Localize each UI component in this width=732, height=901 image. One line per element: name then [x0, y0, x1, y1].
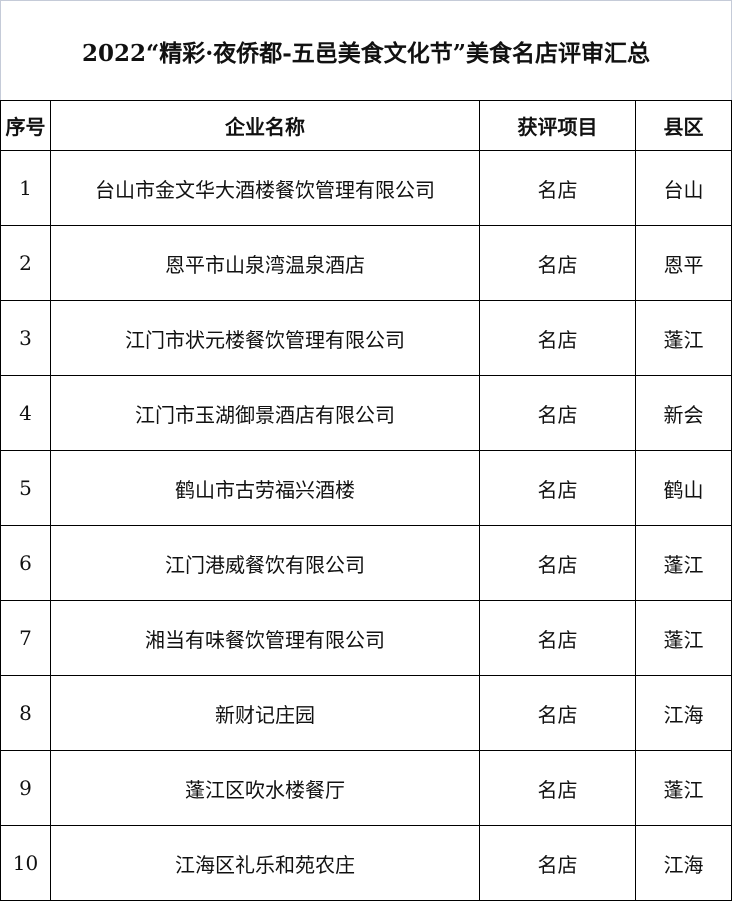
cell-district: 蓬江 [635, 300, 732, 376]
cell-award-item: 名店 [479, 750, 636, 826]
cell-company-name: 江海区礼乐和苑农庄 [50, 825, 480, 901]
cell-company-name: 台山市金文华大酒楼餐饮管理有限公司 [50, 150, 480, 226]
cell-award-item: 名店 [479, 525, 636, 601]
cell-district: 江海 [635, 675, 732, 751]
table-row: 7 湘当有味餐饮管理有限公司 名店 蓬江 [0, 600, 732, 676]
cell-award-item: 名店 [479, 825, 636, 901]
table-row: 5 鹤山市古劳福兴酒楼 名店 鹤山 [0, 450, 732, 526]
header-award-item: 获评项目 [479, 100, 636, 151]
table-row: 6 江门港威餐饮有限公司 名店 蓬江 [0, 525, 732, 601]
table-row: 8 新财记庄园 名店 江海 [0, 675, 732, 751]
cell-award-item: 名店 [479, 375, 636, 451]
cell-company-name: 恩平市山泉湾温泉酒店 [50, 225, 480, 301]
cell-award-item: 名店 [479, 300, 636, 376]
table-row: 9 蓬江区吹水楼餐厅 名店 蓬江 [0, 750, 732, 826]
cell-district: 蓬江 [635, 600, 732, 676]
cell-award-item: 名店 [479, 600, 636, 676]
cell-district: 新会 [635, 375, 732, 451]
cell-company-name: 新财记庄园 [50, 675, 480, 751]
cell-district: 蓬江 [635, 750, 732, 826]
cell-index: 4 [0, 375, 51, 451]
table-row: 1 台山市金文华大酒楼餐饮管理有限公司 名店 台山 [0, 150, 732, 226]
table-row: 4 江门市玉湖御景酒店有限公司 名店 新会 [0, 375, 732, 451]
cell-index: 3 [0, 300, 51, 376]
summary-table: 序号 企业名称 获评项目 县区 1 台山市金文华大酒楼餐饮管理有限公司 名店 台山 2 恩… [0, 100, 732, 901]
cell-district: 鹤山 [635, 450, 732, 526]
table-row: 10 江海区礼乐和苑农庄 名店 江海 [0, 825, 732, 901]
cell-district: 江海 [635, 825, 732, 901]
cell-award-item: 名店 [479, 675, 636, 751]
cell-district: 恩平 [635, 225, 732, 301]
cell-company-name: 江门市状元楼餐饮管理有限公司 [50, 300, 480, 376]
cell-index: 10 [0, 825, 51, 901]
cell-index: 9 [0, 750, 51, 826]
cell-company-name: 江门港威餐饮有限公司 [50, 525, 480, 601]
cell-index: 1 [0, 150, 51, 226]
header-index: 序号 [0, 100, 51, 151]
document-title: 2022“精彩·夜侨都-五邑美食文化节”美食名店评审汇总 [0, 0, 732, 101]
cell-index: 6 [0, 525, 51, 601]
table-row: 3 江门市状元楼餐饮管理有限公司 名店 蓬江 [0, 300, 732, 376]
table-header-row: 序号 企业名称 获评项目 县区 [0, 100, 732, 151]
cell-company-name: 蓬江区吹水楼餐厅 [50, 750, 480, 826]
cell-index: 7 [0, 600, 51, 676]
cell-company-name: 江门市玉湖御景酒店有限公司 [50, 375, 480, 451]
header-district: 县区 [635, 100, 732, 151]
cell-index: 5 [0, 450, 51, 526]
cell-award-item: 名店 [479, 225, 636, 301]
cell-district: 蓬江 [635, 525, 732, 601]
cell-award-item: 名店 [479, 450, 636, 526]
cell-award-item: 名店 [479, 150, 636, 226]
cell-index: 2 [0, 225, 51, 301]
table-row: 2 恩平市山泉湾温泉酒店 名店 恩平 [0, 225, 732, 301]
cell-company-name: 鹤山市古劳福兴酒楼 [50, 450, 480, 526]
cell-district: 台山 [635, 150, 732, 226]
header-company-name: 企业名称 [50, 100, 480, 151]
cell-company-name: 湘当有味餐饮管理有限公司 [50, 600, 480, 676]
cell-index: 8 [0, 675, 51, 751]
